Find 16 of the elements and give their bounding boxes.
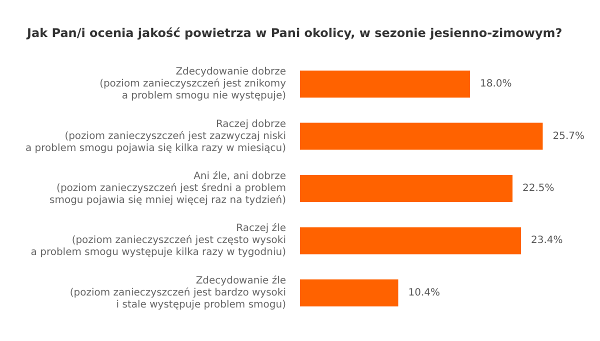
bar: [300, 175, 513, 202]
data-label: 10.4%: [408, 287, 440, 298]
chart-title: Jak Pan/i ocenia jakość powietrza w Pani okolicy, w sezonie jesienno-zimowym?: [26, 26, 562, 40]
bar: [300, 122, 543, 150]
data-label: 23.4%: [531, 235, 563, 246]
data-label: 25.7%: [552, 130, 585, 142]
bar: [300, 279, 398, 306]
y-tick-label: Raczej dobrze (poziom zanieczyszczeń jest zazwyczaj niski a problem smogu pojawia się kilka razy w miesiącu): [26, 118, 286, 154]
y-tick-label: Raczej źle (poziom zanieczyszczeń jest często wysoki a problem smogu występuje kilka razy w tygodniu): [30, 222, 286, 258]
y-tick-label: Zdecydowanie źle (poziom zanieczyszczeń jest bardzo wysoki i stale występuje problem smogu): [70, 274, 286, 310]
data-label: 22.5%: [522, 183, 554, 194]
y-tick-label: Zdecydowanie dobrze (poziom zanieczyszczeń jest znikomy a problem smogu nie występuje): [100, 66, 286, 102]
bar: [300, 227, 522, 254]
bar: [300, 70, 470, 98]
y-tick-label: Ani źle, ani dobrze (poziom zanieczyszczeń jest średni a problem smogu pojawia się mniej więcej raz na tydzień): [50, 170, 286, 206]
data-label: 18.0%: [480, 78, 512, 90]
